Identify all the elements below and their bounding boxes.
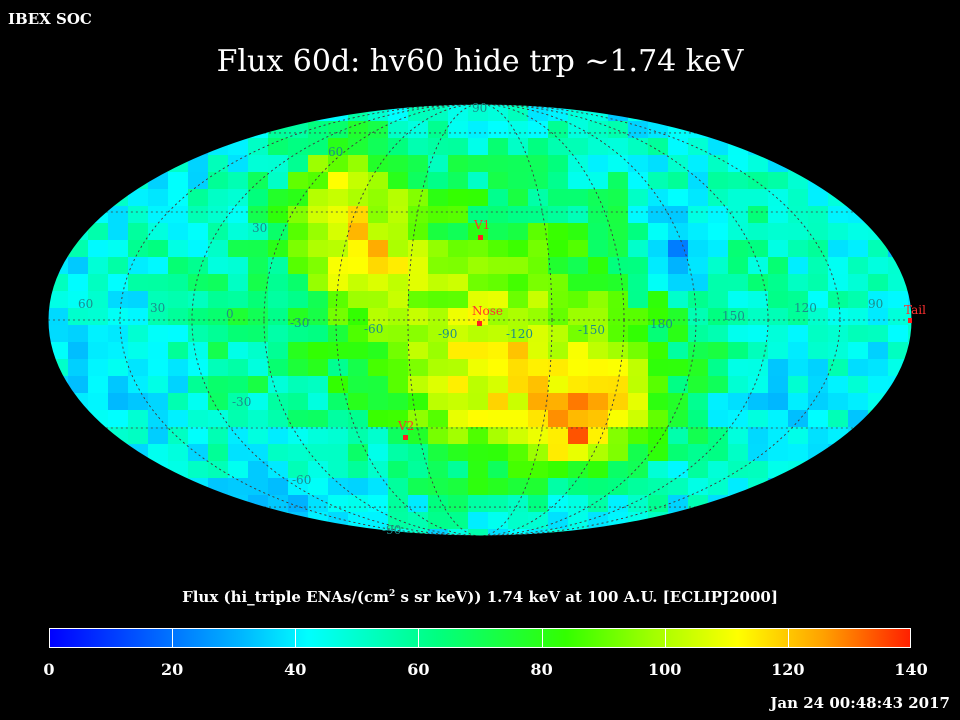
colorbar-tick-120	[787, 628, 789, 648]
colorbar-title-sup: 2	[388, 589, 396, 599]
lon-label-90: 90	[868, 297, 883, 311]
colorbar-tick-20	[172, 628, 174, 648]
lat-label-minus60: -60	[292, 473, 311, 487]
lat-label-30-top: 30	[252, 221, 267, 235]
colorbar-tick-100	[664, 628, 666, 648]
lon-label-minus90: -90	[438, 327, 457, 341]
lon-label-minus120: -120	[506, 327, 533, 341]
map-title: Flux 60d: hv60 hide trp ~1.74 keV	[216, 44, 744, 79]
colorbar-label-60: 60	[407, 660, 430, 679]
colorbar-label-140: 140	[894, 660, 928, 679]
colorbar-label-20: 20	[161, 660, 184, 679]
lon-label-60: 60	[78, 297, 93, 311]
tail-label: Tail	[904, 303, 926, 317]
colorbar-title: Flux (hi_triple ENAs/(cm2 s sr keV)) 1.7…	[0, 588, 960, 606]
v1-marker	[478, 235, 483, 240]
v2-label: V2	[397, 419, 414, 433]
lat-label-90: 90	[472, 101, 487, 115]
colorbar-title-rest: s sr keV)) 1.74 keV at 100 A.U. [ECLIPJ2…	[395, 588, 778, 606]
lon-label-180: 180	[650, 317, 673, 331]
lat-label-60-top: 60	[328, 145, 343, 159]
graticule	[48, 104, 912, 536]
colorbar-title-main: Flux (hi_triple ENAs/(cm	[182, 588, 389, 606]
lat-label-minus30: -30	[232, 395, 251, 409]
colorbar-tick-40	[295, 628, 297, 648]
colorbar-label-0: 0	[43, 660, 55, 679]
colorbar	[49, 628, 911, 648]
org-label: IBEX SOC	[8, 10, 92, 28]
colorbar-label-100: 100	[648, 660, 682, 679]
colorbar-tick-80	[541, 628, 543, 648]
lon-label-minus60: -60	[364, 322, 383, 336]
nose-label: Nose	[472, 304, 503, 318]
lon-label-120: 120	[794, 301, 817, 315]
lon-label-minus30: -30	[290, 316, 309, 330]
colorbar-label-120: 120	[771, 660, 805, 679]
colorbar-label-40: 40	[284, 660, 307, 679]
flux-pixel-grid	[48, 104, 912, 536]
lon-label-150: 150	[722, 309, 745, 323]
tail-marker	[908, 318, 912, 323]
v2-marker	[403, 435, 408, 440]
lon-label-minus150: -150	[578, 323, 605, 337]
lat-label-minus90: -90	[382, 523, 401, 537]
lon-label-0: 0	[226, 307, 234, 321]
v1-label: V1	[473, 218, 490, 232]
colorbar-label-80: 80	[530, 660, 553, 679]
nose-marker	[477, 321, 482, 326]
timestamp: Jan 24 00:48:43 2017	[770, 694, 950, 712]
colorbar-tick-60	[418, 628, 420, 648]
lon-label-30: 30	[150, 301, 165, 315]
